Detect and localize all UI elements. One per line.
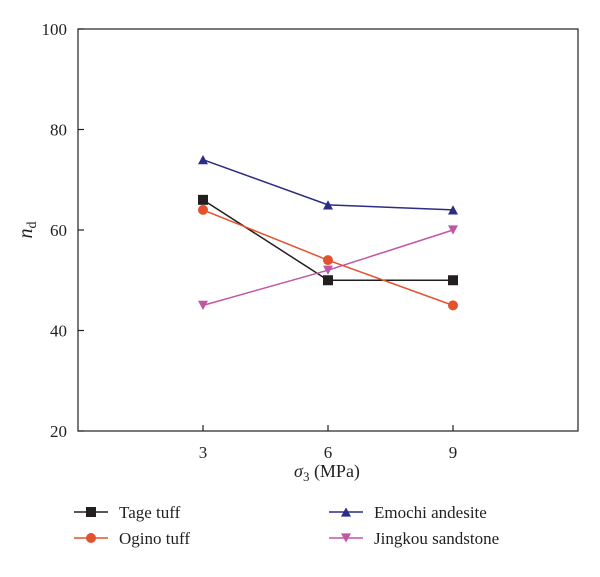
legend-marker-ogino-tuff — [86, 533, 96, 543]
y-axis-title: nd — [15, 222, 40, 239]
data-point-tage-tuff-9 — [448, 275, 458, 286]
x-axis-unit: (MPa) — [309, 461, 360, 482]
data-point-tage-tuff-3 — [198, 194, 208, 205]
data-point-ogino-tuff-9 — [448, 300, 458, 311]
x-axis-title: σ3 (MPa) — [294, 461, 360, 484]
legend-marker-jingkou-sandstone — [341, 533, 351, 543]
legend-item-jingkou-sandstone: Jingkou sandstone — [329, 529, 499, 548]
y-axis-subscript: d — [25, 222, 40, 229]
x-tick-label-6: 6 — [324, 443, 333, 462]
y-axis-symbol: n — [15, 229, 37, 239]
legend-label-tage-tuff: Tage tuff — [119, 503, 181, 522]
data-point-emochi-andesite-3 — [198, 155, 208, 165]
x-axis-symbol: σ — [294, 461, 304, 481]
y-tick-label-20: 20 — [50, 422, 67, 441]
data-point-tage-tuff-6 — [323, 275, 333, 286]
legend-item-emochi-andesite: Emochi andesite — [329, 503, 487, 522]
legend-label-ogino-tuff: Ogino tuff — [119, 529, 190, 548]
data-point-jingkou-sandstone-6 — [323, 265, 333, 275]
legend-label-jingkou-sandstone: Jingkou sandstone — [374, 529, 499, 548]
legend-marker-tage-tuff — [86, 507, 96, 517]
data-point-emochi-andesite-6 — [323, 200, 333, 210]
legend-label-emochi-andesite: Emochi andesite — [374, 503, 487, 522]
series-ogino-tuff — [198, 204, 458, 311]
plot-frame-layer — [77, 28, 579, 432]
data-point-emochi-andesite-9 — [448, 205, 458, 215]
plot-area-frame — [77, 28, 579, 432]
y-tick-label-40: 40 — [50, 322, 67, 341]
x-tick-label-9: 9 — [449, 443, 458, 462]
y-tick-label-60: 60 — [50, 221, 67, 240]
y-tick-label-80: 80 — [50, 121, 67, 140]
data-point-jingkou-sandstone-9 — [448, 225, 458, 235]
series-jingkou-sandstone — [198, 225, 458, 310]
x-axis-subscript: 3 — [303, 469, 310, 484]
tick-layer: 20 40 60 80 100 3 6 9 — [42, 20, 458, 462]
data-point-ogino-tuff-3 — [198, 204, 208, 215]
data-point-jingkou-sandstone-3 — [198, 300, 208, 310]
legend-item-tage-tuff: Tage tuff — [74, 503, 181, 522]
y-tick-label-100: 100 — [42, 20, 68, 39]
series-emochi-andesite — [198, 155, 458, 215]
legend: Tage tuff Ogino tuff Emochi andesite Jingko… — [74, 503, 499, 548]
x-tick-label-3: 3 — [199, 443, 208, 462]
legend-marker-emochi-andesite — [341, 507, 351, 517]
data-point-ogino-tuff-6 — [323, 255, 333, 266]
legend-item-ogino-tuff: Ogino tuff — [74, 529, 190, 548]
series-layer — [198, 155, 458, 311]
